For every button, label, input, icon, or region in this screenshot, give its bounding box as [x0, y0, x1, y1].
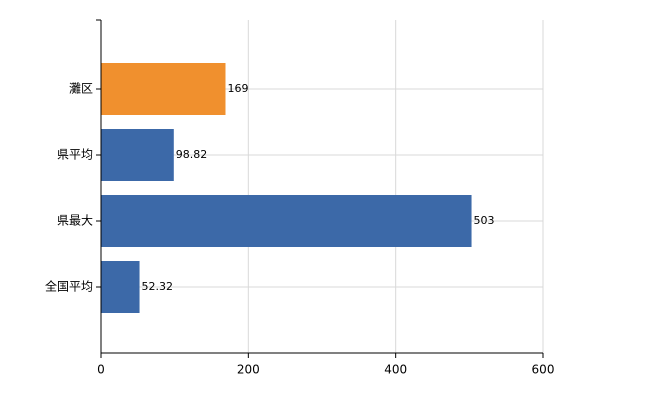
y-tick-label: 県最大 [57, 214, 93, 228]
data-label: 98.82 [176, 148, 208, 161]
x-tick-label: 0 [97, 363, 105, 377]
data-label: 52.32 [142, 280, 174, 293]
bar [101, 129, 174, 181]
x-tick-label: 400 [384, 363, 407, 377]
data-label: 169 [227, 82, 248, 95]
y-tick-label: 灘区 [69, 82, 93, 96]
x-tick-label: 600 [532, 363, 555, 377]
x-tick-label: 200 [237, 363, 260, 377]
y-tick-label: 全国平均 [45, 279, 93, 294]
y-tick-label: 県平均 [57, 148, 93, 162]
data-label: 503 [474, 214, 495, 227]
bar [101, 63, 226, 115]
bar [101, 195, 472, 247]
bar [101, 261, 140, 313]
